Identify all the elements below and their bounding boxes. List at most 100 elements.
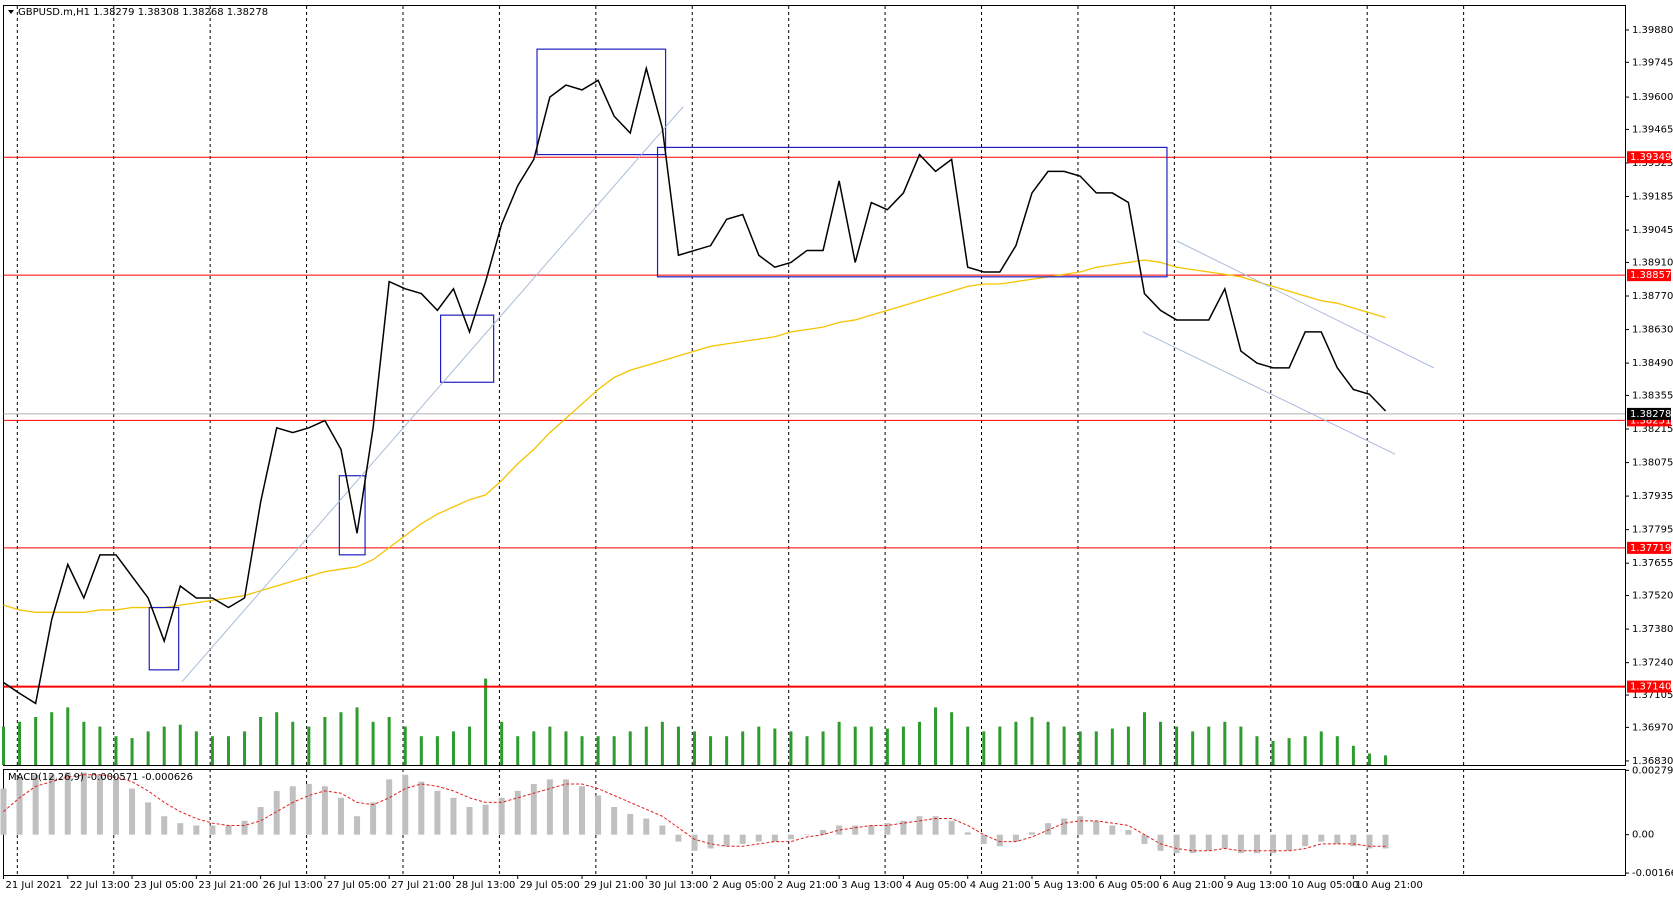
x-tick-label: 23 Jul 05:00 (134, 880, 194, 891)
macd-bar (1366, 834, 1373, 849)
price-line (3, 65, 1387, 705)
x-tick-label: 2 Aug 05:00 (713, 880, 774, 891)
macd-bar (514, 790, 521, 835)
volume-bar (917, 721, 921, 765)
macd-bar (450, 797, 457, 835)
macd-bar (418, 781, 425, 835)
level-label: 1.39349 (1630, 152, 1671, 163)
volume-bar (1384, 755, 1388, 765)
x-tick-label: 10 Aug 05:00 (1291, 880, 1358, 891)
volume-bar (1255, 736, 1259, 765)
x-tick-label: 29 Jul 21:00 (584, 880, 644, 891)
volume-bar (307, 726, 311, 765)
volume-bar (628, 731, 632, 765)
macd-label: MACD(12,26,9) -0.000571 -0.000626 (8, 772, 193, 783)
volume-bar (1175, 726, 1179, 765)
chart-title: GBPUSD.m,H1 1.38279 1.38308 1.38268 1.38… (18, 7, 268, 18)
volume-bar (178, 724, 182, 765)
x-tick-label: 28 Jul 13:00 (455, 880, 515, 891)
macd-bar (980, 834, 987, 844)
level-tag (1627, 541, 1671, 554)
macd-bar (1141, 834, 1148, 844)
volume-bar (371, 721, 375, 765)
macd-bar (209, 825, 216, 835)
macd-bar (691, 834, 698, 851)
bid-label: 1.38278 (1630, 409, 1671, 420)
macd-bar (1205, 834, 1212, 851)
main-panel (3, 5, 1626, 766)
macd-bar (498, 797, 505, 835)
volume-bar (1078, 731, 1082, 765)
volume-bar (1335, 736, 1339, 765)
x-tick-label: 2 Aug 21:00 (777, 880, 838, 891)
volume-bar (18, 721, 22, 765)
level-label: 1.37140 (1630, 682, 1671, 693)
volume-bar (162, 726, 166, 765)
macd-signal (3, 774, 1386, 852)
volume-bar (387, 717, 391, 765)
macd-bar (771, 834, 778, 842)
volume-bar (1319, 731, 1323, 765)
y-tick-label: 1.38630 (1632, 325, 1673, 336)
macd-bar (354, 816, 361, 835)
macd-bar (129, 788, 136, 835)
y-tick-label: 1.39745 (1632, 57, 1673, 68)
volume-bar (403, 726, 407, 765)
volume-bar (1303, 736, 1307, 765)
macd-bar (370, 802, 377, 835)
macd-bar (1077, 816, 1084, 835)
macd-bar (241, 820, 248, 835)
volume-bar (1046, 721, 1050, 765)
x-tick-label: 4 Aug 05:00 (905, 880, 966, 891)
volume-bar (885, 728, 889, 765)
volume-bar (660, 721, 664, 765)
macd-bar (225, 825, 232, 835)
y-tick-label: 0.002792 (1632, 765, 1673, 776)
macd-bar (1173, 834, 1180, 854)
volume-bar (194, 731, 198, 765)
x-tick-label: 27 Jul 21:00 (391, 880, 451, 891)
macd-bar (1350, 834, 1357, 847)
macd-bar (1157, 834, 1164, 851)
macd-bar (1382, 834, 1389, 849)
macd-bar (1045, 823, 1052, 835)
x-tick-label: 6 Aug 21:00 (1163, 880, 1224, 891)
volume-bar (1239, 726, 1243, 765)
macd-bar (1221, 834, 1228, 849)
level-label: 1.38251 (1630, 415, 1671, 426)
volume-bar (339, 712, 343, 765)
macd-bar (675, 834, 682, 842)
menu-arrow[interactable] (8, 10, 14, 14)
macd-bar (707, 834, 714, 849)
macd-bar (964, 832, 971, 835)
macd-bar (723, 834, 730, 847)
volume-bar (226, 736, 230, 765)
volume-bar (355, 707, 359, 765)
volume-bar (1014, 721, 1018, 765)
volume-bar (757, 726, 761, 765)
volume-bar (934, 707, 938, 765)
volume-bar (966, 726, 970, 765)
x-tick-label: 6 Aug 05:00 (1098, 880, 1159, 891)
y-tick-label: -0.001667 (1632, 868, 1673, 879)
x-tick-label: 10 Aug 21:00 (1355, 880, 1422, 891)
macd-bar (1286, 834, 1293, 851)
macd-bar (466, 807, 473, 835)
volume-bar (275, 712, 279, 765)
volume-bar (323, 717, 327, 765)
y-tick-label: 1.38355 (1632, 390, 1673, 401)
x-tick-label: 9 Aug 13:00 (1227, 880, 1288, 891)
volume-bar (291, 721, 295, 765)
macd-bar (1061, 818, 1068, 835)
trendline (1176, 240, 1434, 369)
volume-bar (532, 731, 536, 765)
macd-bar (1012, 834, 1019, 842)
annotation-box (536, 48, 667, 156)
volume-bar (950, 712, 954, 765)
volume-bar (82, 721, 86, 765)
volume-bar (114, 736, 118, 765)
volume-bar (1062, 726, 1066, 765)
macd-bar (1125, 830, 1132, 835)
volume-bar (1191, 731, 1195, 765)
